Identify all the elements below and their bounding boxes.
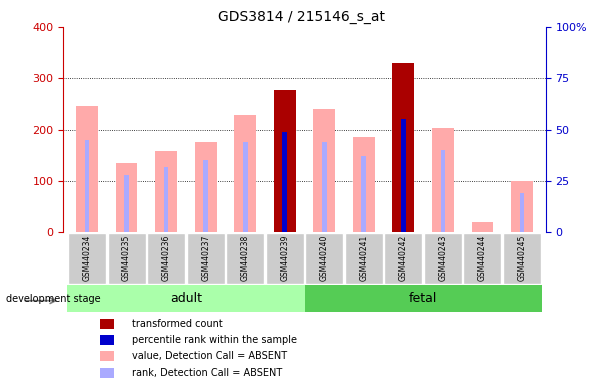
- Bar: [520, 193, 525, 232]
- Bar: [101, 319, 114, 329]
- Text: GSM440241: GSM440241: [359, 235, 368, 281]
- Bar: [116, 163, 137, 232]
- Text: development stage: development stage: [6, 294, 101, 304]
- Bar: [314, 109, 335, 232]
- Text: rank, Detection Call = ABSENT: rank, Detection Call = ABSENT: [132, 367, 283, 377]
- Text: GSM440235: GSM440235: [122, 235, 131, 281]
- FancyBboxPatch shape: [305, 285, 541, 313]
- Bar: [274, 89, 295, 232]
- Text: GSM440243: GSM440243: [438, 235, 447, 281]
- Text: GSM440238: GSM440238: [241, 235, 250, 281]
- Text: fetal: fetal: [409, 292, 437, 305]
- FancyBboxPatch shape: [424, 233, 462, 284]
- Bar: [76, 106, 98, 232]
- FancyBboxPatch shape: [266, 233, 304, 284]
- Text: GSM440240: GSM440240: [320, 235, 329, 281]
- Bar: [361, 156, 366, 232]
- Bar: [511, 181, 533, 232]
- FancyBboxPatch shape: [68, 233, 106, 284]
- Text: GSM440242: GSM440242: [399, 235, 408, 281]
- FancyBboxPatch shape: [226, 233, 264, 284]
- Bar: [441, 150, 445, 232]
- Text: percentile rank within the sample: percentile rank within the sample: [132, 335, 297, 345]
- FancyBboxPatch shape: [503, 233, 541, 284]
- Text: GSM440244: GSM440244: [478, 235, 487, 281]
- FancyBboxPatch shape: [107, 233, 145, 284]
- FancyBboxPatch shape: [464, 233, 502, 284]
- Bar: [101, 367, 114, 377]
- Text: GSM440245: GSM440245: [517, 235, 526, 281]
- Bar: [243, 142, 248, 232]
- Text: GSM440236: GSM440236: [162, 235, 171, 281]
- Bar: [353, 137, 374, 232]
- Bar: [472, 222, 493, 232]
- FancyBboxPatch shape: [147, 233, 185, 284]
- Bar: [401, 119, 406, 232]
- FancyBboxPatch shape: [305, 233, 343, 284]
- Bar: [124, 175, 129, 232]
- Text: GSM440234: GSM440234: [83, 235, 92, 281]
- Bar: [322, 142, 327, 232]
- Text: GDS3814 / 215146_s_at: GDS3814 / 215146_s_at: [218, 10, 385, 23]
- Text: adult: adult: [170, 292, 202, 305]
- Bar: [195, 142, 216, 232]
- FancyBboxPatch shape: [68, 285, 305, 313]
- FancyBboxPatch shape: [384, 233, 422, 284]
- FancyBboxPatch shape: [345, 233, 383, 284]
- Bar: [282, 132, 287, 232]
- Bar: [393, 63, 414, 232]
- Bar: [432, 128, 454, 232]
- FancyBboxPatch shape: [187, 233, 225, 284]
- Text: transformed count: transformed count: [132, 319, 223, 329]
- Bar: [235, 115, 256, 232]
- Bar: [101, 351, 114, 361]
- Bar: [164, 167, 168, 232]
- Bar: [203, 161, 208, 232]
- Text: value, Detection Call = ABSENT: value, Detection Call = ABSENT: [132, 351, 288, 361]
- Bar: [101, 335, 114, 345]
- Text: GSM440239: GSM440239: [280, 235, 289, 281]
- Text: GSM440237: GSM440237: [201, 235, 210, 281]
- Bar: [155, 151, 177, 232]
- Bar: [84, 140, 89, 232]
